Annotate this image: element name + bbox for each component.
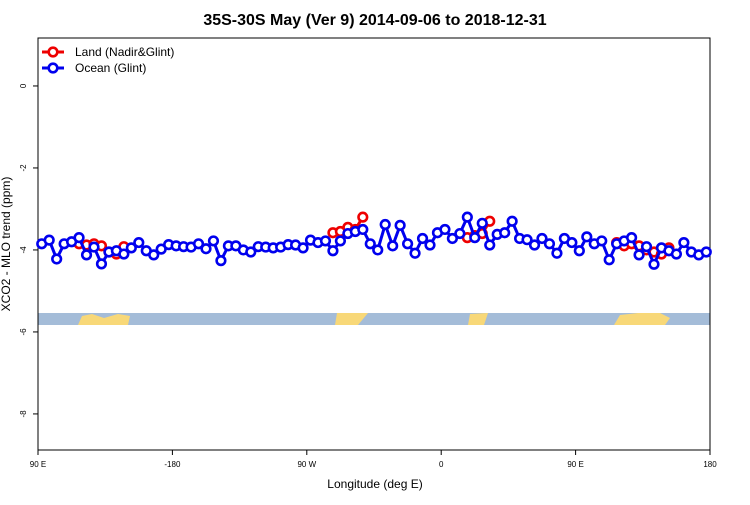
data-point (484, 239, 496, 251)
data-point (573, 245, 585, 257)
data-point (125, 242, 137, 254)
data-point (192, 238, 205, 250)
data-point (409, 247, 421, 259)
data-point (633, 249, 645, 261)
x-tick-label: 180 (703, 460, 717, 469)
data-point (148, 249, 160, 261)
data-point (454, 227, 466, 240)
data-point (43, 234, 55, 246)
data-point (379, 218, 391, 231)
data-point (416, 232, 429, 245)
x-tick-label: 90 E (30, 460, 46, 469)
data-point (88, 241, 100, 253)
data-point (581, 231, 593, 243)
data-point (461, 211, 473, 223)
data-point (424, 239, 436, 251)
x-tick-label: 0 (439, 460, 444, 469)
land-mask-band (38, 313, 710, 325)
data-point (51, 253, 63, 265)
y-tick-label: 0 (19, 83, 28, 88)
data-point (334, 235, 347, 247)
data-point (678, 236, 690, 249)
data-point (372, 244, 384, 256)
data-point (73, 232, 85, 244)
data-point (402, 238, 414, 250)
data-point (700, 246, 712, 258)
data-point (476, 217, 488, 229)
data-point (118, 248, 130, 260)
data-point (596, 235, 608, 247)
data-point (439, 223, 451, 236)
data-point (469, 232, 481, 244)
data-point (215, 255, 227, 267)
legend-marker (47, 62, 59, 74)
data-point (640, 241, 653, 253)
data-point (297, 242, 309, 254)
x-axis-label: Longitude (deg E) (327, 477, 422, 491)
data-point (364, 238, 376, 250)
data-point (506, 215, 518, 227)
chart-title: 35S-30S May (Ver 9) 2014-09-06 to 2018-1… (203, 12, 546, 29)
data-point (551, 247, 563, 259)
data-point (357, 211, 369, 223)
data-point (543, 238, 556, 250)
data-point (648, 258, 660, 270)
data-point (80, 249, 93, 261)
data-point (95, 258, 108, 270)
data-point (327, 245, 339, 257)
data-point (200, 243, 212, 255)
data-point (387, 240, 399, 252)
data-point (528, 239, 541, 251)
data-point (245, 246, 257, 258)
data-point (357, 223, 369, 236)
data-point (670, 248, 683, 260)
data-point (603, 254, 615, 266)
data-point (566, 236, 578, 249)
data-point (536, 232, 548, 245)
y-tick-label: -6 (19, 328, 28, 336)
y-axis-label: XCO2 - MLO trend (ppm) (0, 177, 13, 312)
data-point (319, 235, 332, 247)
x-tick-label: -180 (164, 460, 181, 469)
y-tick-label: -8 (19, 410, 28, 418)
legend-label: Ocean (Glint) (75, 61, 146, 75)
y-tick-label: -2 (19, 164, 28, 172)
data-point (394, 219, 406, 231)
data-point (446, 232, 459, 245)
data-point (625, 232, 638, 244)
y-tick-label: -4 (19, 246, 28, 254)
data-point (207, 235, 220, 247)
data-point (499, 227, 511, 239)
legend-marker (47, 46, 59, 58)
x-tick-label: 90 E (567, 460, 583, 469)
legend-label: Land (Nadir&Glint) (75, 45, 174, 59)
data-point (133, 236, 145, 249)
data-point (521, 234, 533, 246)
x-tick-label: 90 W (297, 460, 316, 469)
